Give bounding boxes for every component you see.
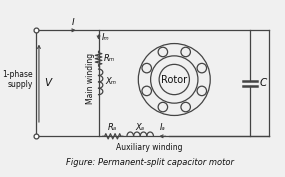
Text: Rotor: Rotor bbox=[161, 75, 187, 84]
Text: Xₘ: Xₘ bbox=[105, 77, 116, 86]
Text: V: V bbox=[45, 78, 52, 88]
Text: Figure: Permanent-split capacitor motor: Figure: Permanent-split capacitor motor bbox=[66, 158, 234, 167]
Text: I: I bbox=[72, 18, 74, 27]
Text: Iₘ: Iₘ bbox=[101, 33, 109, 42]
Text: Auxiliary winding: Auxiliary winding bbox=[116, 143, 183, 152]
Text: C: C bbox=[259, 78, 267, 88]
Text: Rₐ: Rₐ bbox=[108, 122, 117, 132]
Text: Rₘ: Rₘ bbox=[104, 54, 115, 63]
Text: Xₐ: Xₐ bbox=[136, 122, 145, 132]
Text: Iₐ: Iₐ bbox=[160, 122, 166, 132]
Text: 1-phase
supply: 1-phase supply bbox=[3, 70, 33, 89]
Text: Main winding: Main winding bbox=[86, 53, 95, 104]
